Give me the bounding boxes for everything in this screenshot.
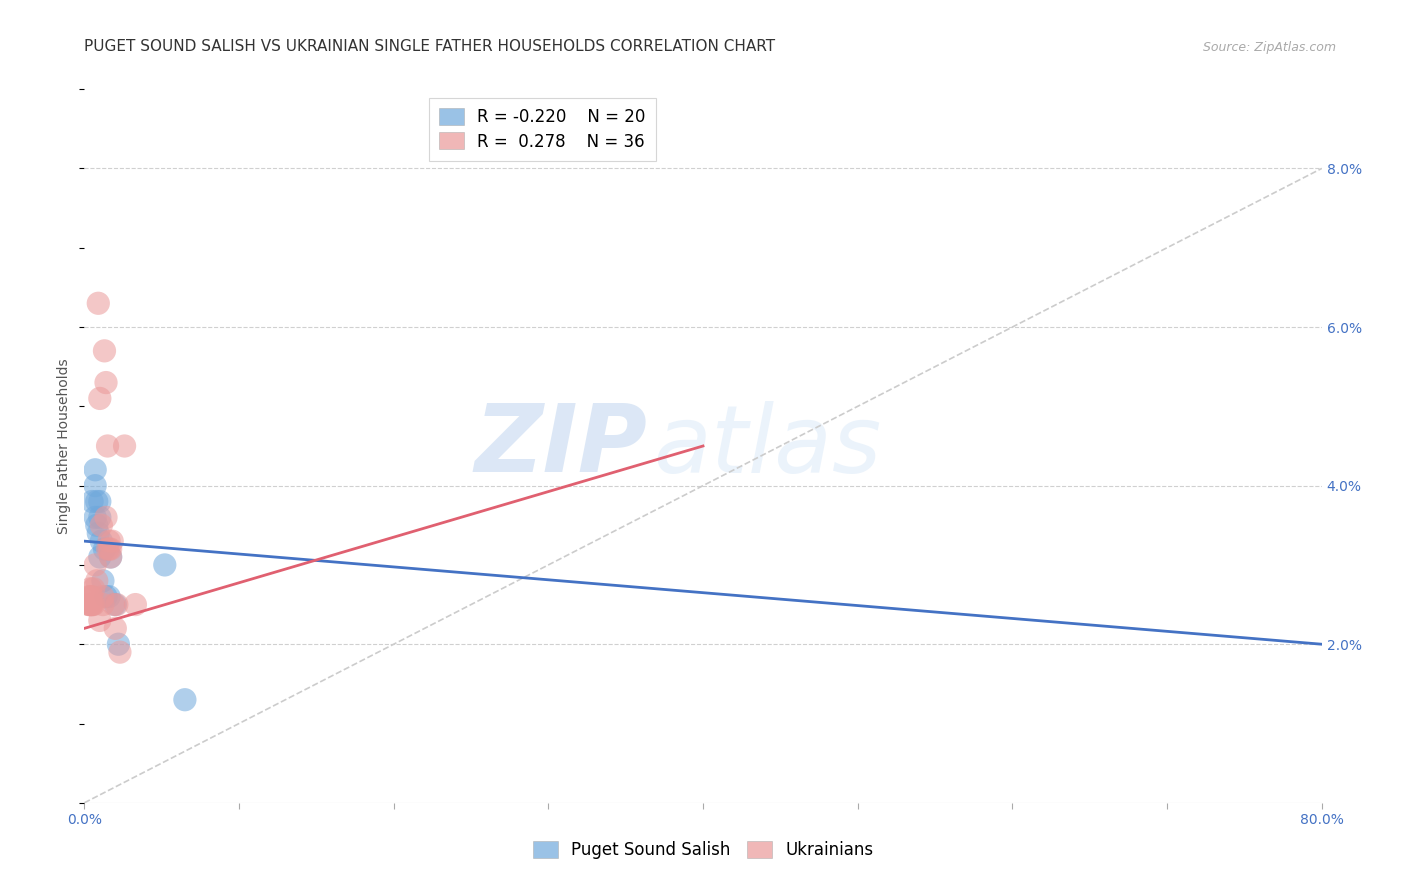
Text: PUGET SOUND SALISH VS UKRAINIAN SINGLE FATHER HOUSEHOLDS CORRELATION CHART: PUGET SOUND SALISH VS UKRAINIAN SINGLE F… — [84, 38, 776, 54]
Point — [89, 392, 111, 406]
Point — [97, 439, 120, 453]
Point — [84, 558, 107, 572]
Point — [98, 590, 121, 604]
Point — [89, 494, 111, 508]
Point — [104, 598, 127, 612]
Point — [153, 558, 176, 572]
Point — [91, 598, 114, 612]
Point — [82, 590, 104, 604]
Point — [82, 494, 104, 508]
Point — [86, 518, 108, 533]
Point — [77, 598, 100, 612]
Point — [98, 534, 121, 549]
Point — [100, 542, 122, 557]
Point — [94, 590, 117, 604]
Point — [93, 343, 115, 358]
Point — [174, 692, 197, 706]
Point — [100, 549, 122, 564]
Text: Source: ZipAtlas.com: Source: ZipAtlas.com — [1202, 40, 1336, 54]
Point — [79, 598, 101, 612]
Point — [100, 549, 122, 564]
Point — [86, 574, 108, 588]
Point — [93, 542, 115, 557]
Point — [104, 621, 127, 635]
Y-axis label: Single Father Households: Single Father Households — [58, 359, 72, 533]
Point — [77, 590, 100, 604]
Point — [91, 574, 114, 588]
Point — [77, 598, 100, 612]
Point — [90, 534, 112, 549]
Point — [87, 526, 110, 541]
Point — [87, 296, 110, 310]
Legend: Puget Sound Salish, Ukrainians: Puget Sound Salish, Ukrainians — [526, 834, 880, 866]
Point — [89, 549, 111, 564]
Text: ZIP: ZIP — [474, 400, 647, 492]
Point — [94, 376, 117, 390]
Point — [84, 478, 107, 492]
Point — [83, 598, 105, 612]
Point — [101, 534, 124, 549]
Point — [114, 439, 136, 453]
Text: atlas: atlas — [654, 401, 882, 491]
Point — [108, 645, 131, 659]
Point — [105, 598, 128, 612]
Point — [107, 637, 129, 651]
Point — [86, 494, 108, 508]
Point — [79, 582, 101, 596]
Point — [90, 518, 112, 533]
Point — [91, 590, 114, 604]
Point — [82, 598, 104, 612]
Point — [89, 510, 111, 524]
Point — [103, 598, 125, 612]
Point — [82, 598, 104, 612]
Point — [94, 510, 117, 524]
Point — [84, 510, 107, 524]
Point — [97, 542, 120, 557]
Point — [89, 614, 111, 628]
Point — [79, 590, 101, 604]
Point — [79, 598, 101, 612]
Point — [84, 463, 107, 477]
Point — [98, 542, 121, 557]
Point — [124, 598, 146, 612]
Point — [83, 582, 105, 596]
